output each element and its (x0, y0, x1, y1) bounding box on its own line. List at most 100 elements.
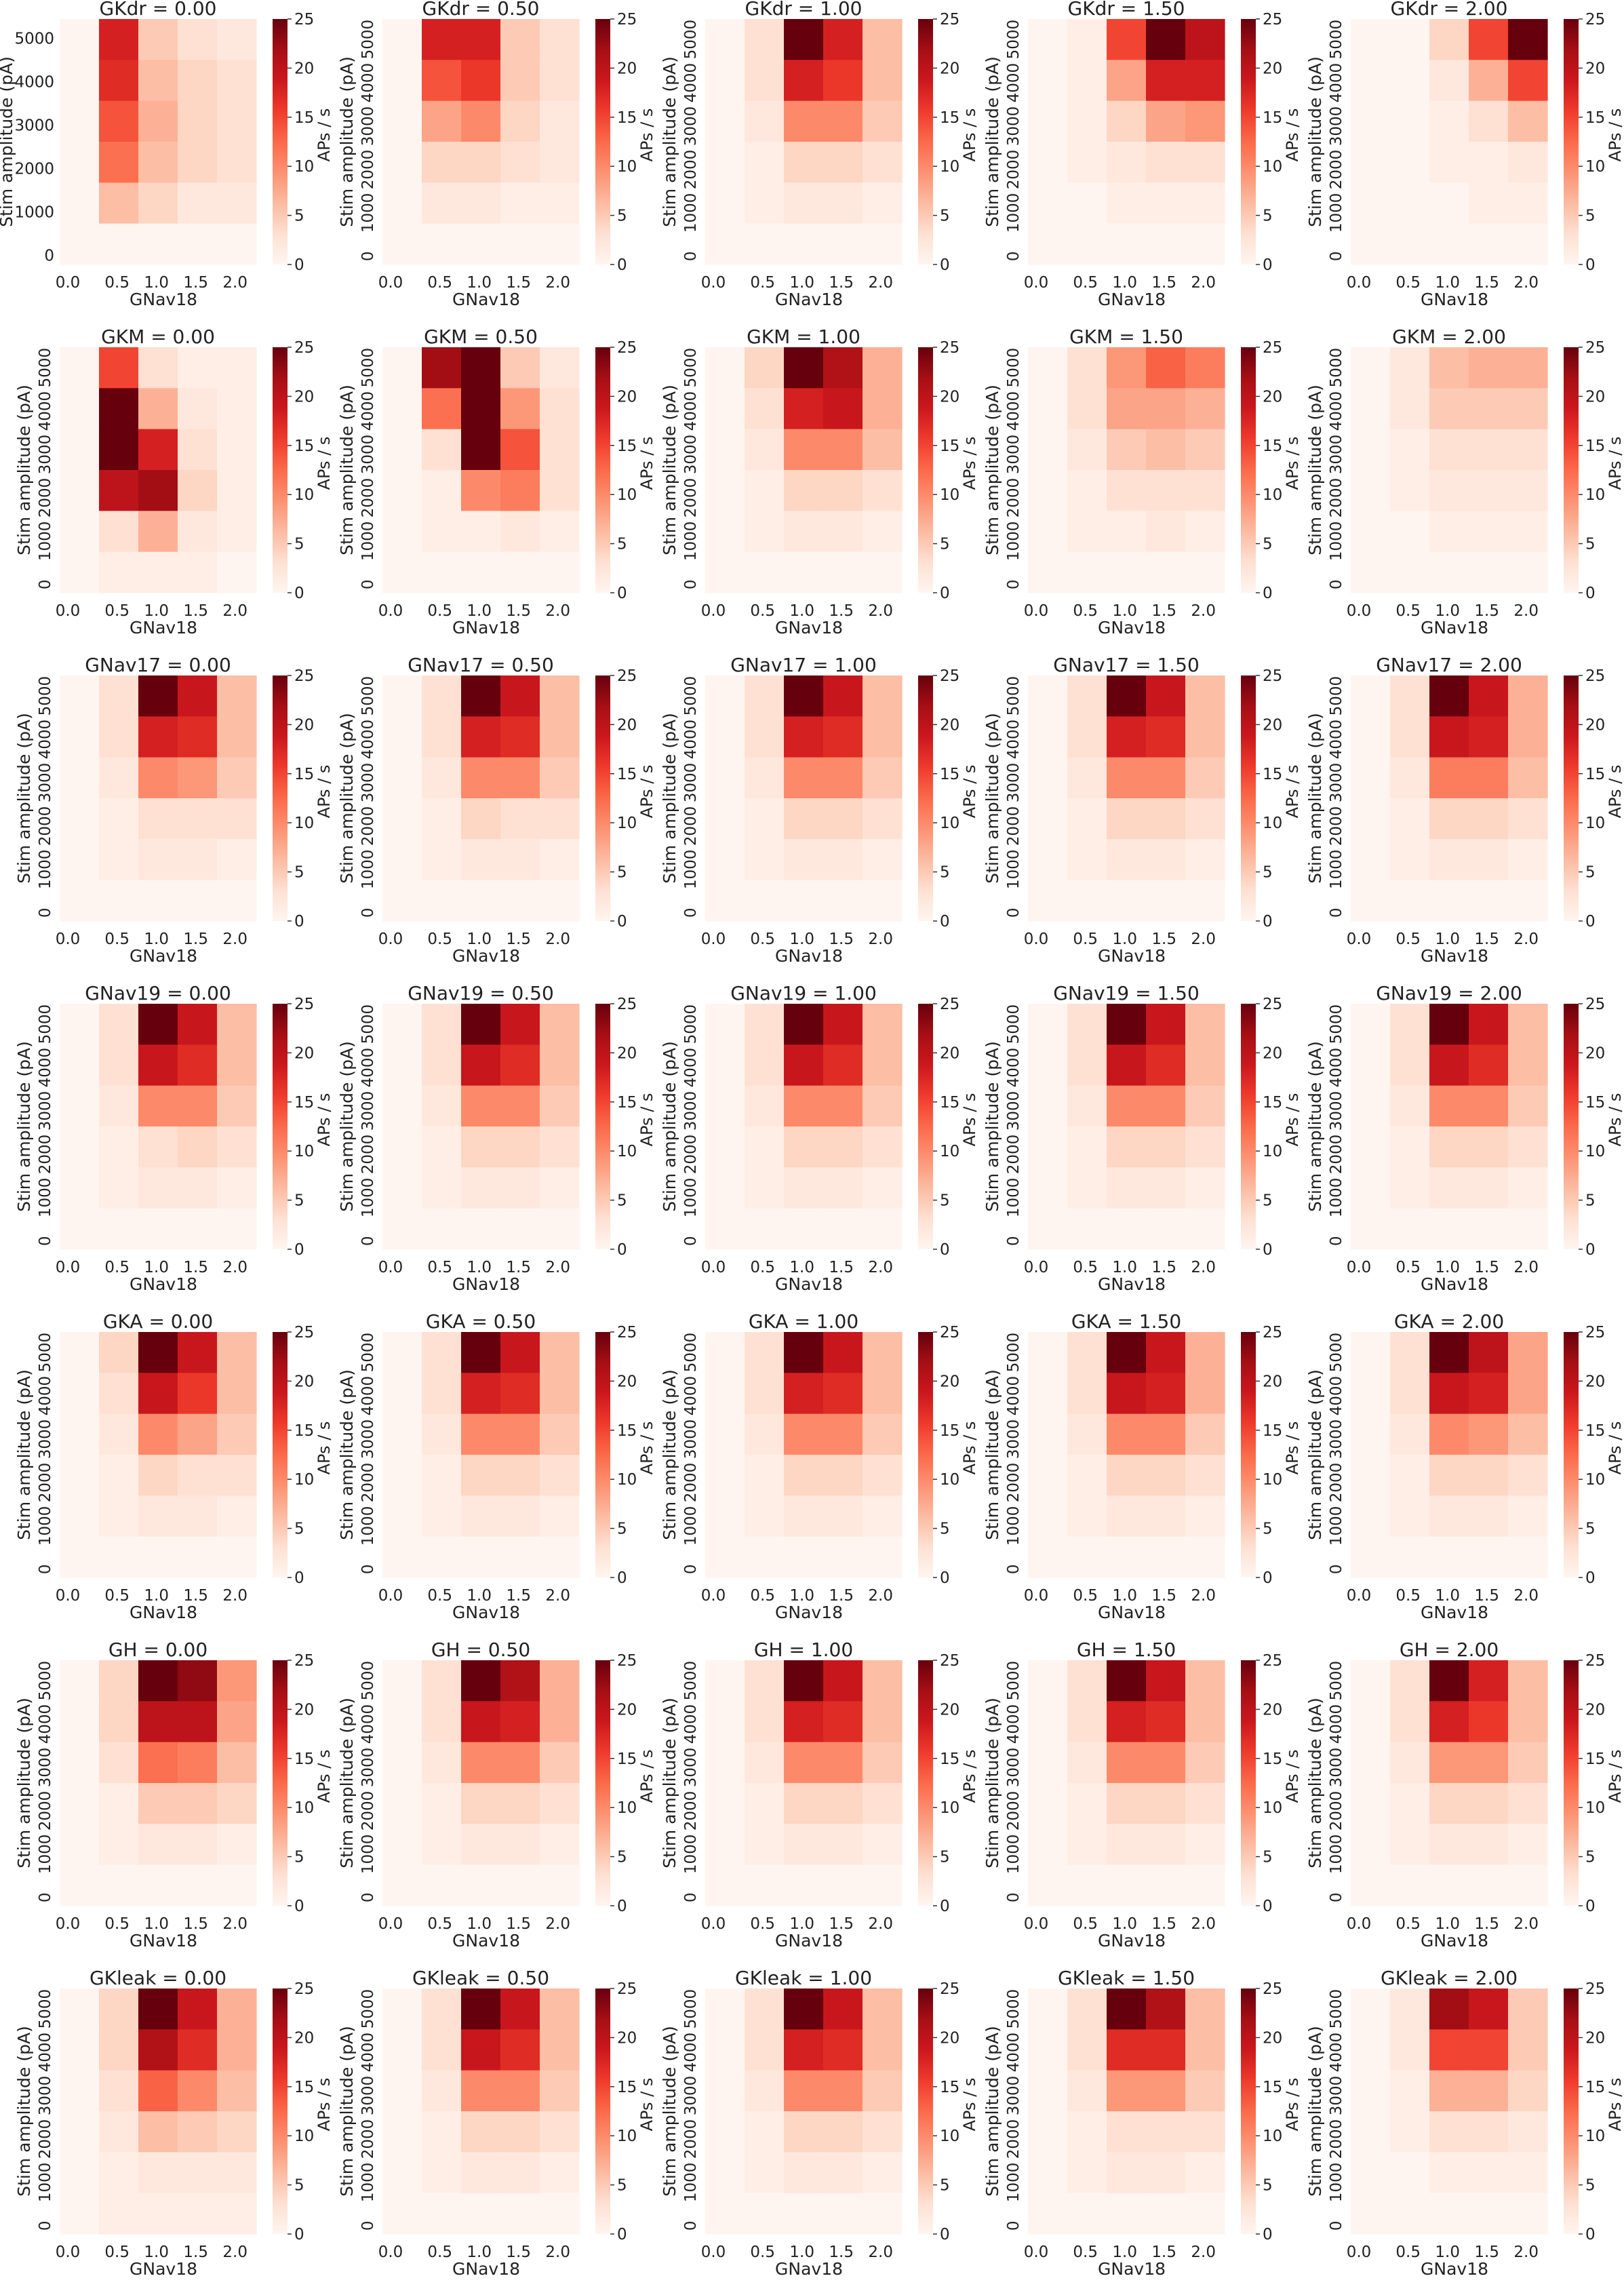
heatmap-cell (461, 1536, 501, 1578)
heatmap-cell (178, 347, 218, 389)
heatmap-cell (138, 19, 178, 60)
heatmap-cell (1351, 19, 1391, 60)
heatmap-cell (217, 675, 257, 717)
y-tick-label: 3000 (1005, 763, 1023, 803)
heatmap-cell (1067, 1332, 1107, 1373)
colorbar-tick-label: 20 (617, 1373, 637, 1390)
x-tick-label: 1.5 (506, 930, 531, 948)
heatmap-cell (461, 429, 501, 471)
heatmap-cell (99, 2193, 139, 2235)
heatmap-cell (178, 1455, 218, 1496)
colorbar-tick-label: 5 (1263, 536, 1273, 553)
colorbar-tick-label: 0 (940, 913, 950, 930)
y-tick-label: 4000 (1328, 1376, 1345, 1416)
heatmap-cell (1429, 1701, 1469, 1743)
y-tick-label: 2000 (1328, 150, 1345, 190)
colorbar-tick-label: 15 (940, 1094, 959, 1112)
heatmap-cell (1028, 2193, 1068, 2235)
x-tick-label: 0.5 (750, 274, 775, 292)
heatmap-cell (1107, 1167, 1147, 1209)
colorbar-tick-label: 5 (294, 1192, 304, 1210)
panel-title: GKA = 0.00 (103, 1310, 213, 1333)
heatmap-cell (500, 2070, 540, 2112)
heatmap-cell (60, 1660, 100, 1702)
y-tick-label: 0 (1328, 2221, 1345, 2231)
x-tick-label: 0.5 (1395, 274, 1421, 292)
heatmap-cell (500, 1864, 540, 1906)
y-axis-label: Stim amplitude (pA) (14, 2026, 34, 2197)
heatmap-cell (1351, 1085, 1391, 1127)
y-tick-label: 5000 (682, 20, 700, 60)
heatmap-cell (745, 2029, 785, 2071)
heatmap-cell (1028, 1495, 1068, 1537)
heatmap-cell (540, 511, 580, 553)
heatmap-cell (745, 182, 785, 224)
heatmap-cell (1067, 100, 1107, 142)
heatmap-cell (99, 1783, 139, 1824)
heatmap-cell (745, 1783, 785, 1824)
y-tick-label: 0 (359, 580, 377, 590)
y-tick-label: 1000 (1328, 193, 1345, 233)
heatmap-cell (382, 19, 422, 60)
heatmap-cell (745, 1413, 785, 1455)
heatmap-cell (1107, 551, 1147, 593)
heatmap-cell (138, 880, 178, 922)
heatmap-cell (60, 1208, 100, 1250)
heatmap-cell (461, 1783, 501, 1824)
panel-title: GKM = 1.00 (747, 326, 860, 348)
y-tick-label: 1000 (37, 522, 54, 562)
heatmap-cell (217, 470, 257, 511)
heatmap-cell (1028, 798, 1068, 840)
heatmap-cell (1067, 2152, 1107, 2194)
x-tick-label: 0.5 (104, 1259, 130, 1276)
colorbar-tick-label: 25 (1585, 1980, 1605, 1998)
heatmap-cell (784, 19, 824, 60)
y-axis-label: Stim amplitude (pA) (1305, 56, 1325, 227)
heatmap-cell (178, 716, 218, 758)
x-tick-label: 0.5 (1073, 930, 1098, 948)
heatmap-cell (138, 1413, 178, 1455)
y-tick-label: 2000 (359, 150, 377, 190)
x-tick-label: 0.0 (1024, 2243, 1049, 2261)
heatmap-cell (461, 60, 501, 102)
heatmap-cell (1107, 19, 1147, 60)
colorbar-tick-label: 20 (1585, 2029, 1605, 2047)
y-tick-label: 3000 (37, 1419, 54, 1459)
heatmap-cell (382, 1495, 422, 1537)
y-axis-label: Stim amplitude (pA) (337, 56, 357, 227)
colorbar-tick-label: 25 (617, 11, 637, 28)
heatmap-cell (382, 798, 422, 840)
heatmap-cell (60, 2029, 100, 2071)
heatmap-cell (1429, 347, 1469, 389)
colorbar-tick-label: 10 (1585, 815, 1605, 832)
x-tick-label: 1.0 (1435, 2243, 1460, 2261)
heatmap-cell (823, 1701, 863, 1743)
colorbar-tick-label: 0 (294, 913, 304, 930)
heatmap-cell (784, 223, 824, 265)
y-tick-label: 3000 (37, 435, 54, 475)
heatmap-cell (1067, 1660, 1107, 1702)
heatmap-cell (1185, 1085, 1225, 1127)
colorbar-tick-label: 20 (617, 1701, 637, 1719)
heatmap-cell (784, 716, 824, 758)
x-axis-label: GNav18 (1421, 1274, 1488, 1294)
heatmap-cell (1185, 2193, 1225, 2235)
colorbar-tick-label: 15 (940, 109, 959, 127)
heatmap-cell (705, 757, 745, 799)
y-tick-label: 0 (359, 252, 377, 262)
heatmap-cell (1067, 798, 1107, 840)
colorbar-tick-label: 25 (940, 339, 959, 357)
heatmap-cell (823, 511, 863, 553)
colorbar-tick-label: 10 (294, 158, 314, 176)
heatmap-cell (1508, 1988, 1548, 2030)
heatmap-cell (1107, 757, 1147, 799)
colorbar-tick-label: 15 (940, 437, 959, 455)
heatmap-cell (99, 223, 139, 265)
x-tick-label: 2.0 (222, 274, 247, 292)
y-tick-label: 2000 (359, 1791, 377, 1831)
colorbar-tick-label: 20 (1263, 716, 1282, 734)
heatmap-cell (461, 1044, 501, 1086)
y-axis-label: Stim amplitude (pA) (1305, 2026, 1325, 2197)
